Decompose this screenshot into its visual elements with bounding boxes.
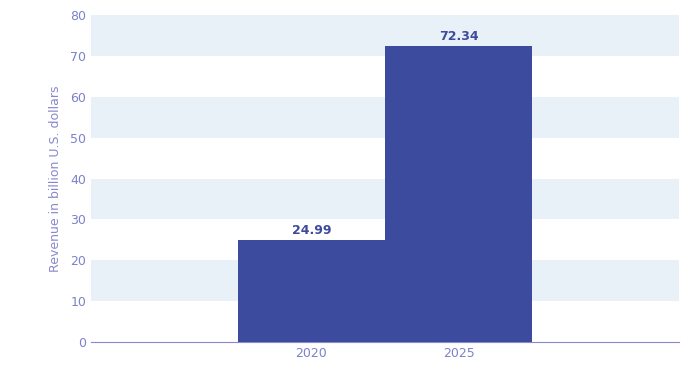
Bar (91, 179, 679, 220)
Y-axis label: Revenue in billion U.S. dollars: Revenue in billion U.S. dollars (49, 86, 62, 272)
Bar (91, 56, 679, 97)
Text: 72.34: 72.34 (439, 30, 478, 43)
Bar (91, 138, 679, 179)
Bar (91, 15, 679, 56)
Bar (91, 97, 679, 138)
Text: 24.99: 24.99 (292, 224, 331, 237)
Bar (91, 260, 679, 301)
Bar (91, 301, 679, 342)
Bar (238, 240, 385, 342)
Bar (91, 220, 679, 260)
Bar (385, 46, 532, 342)
